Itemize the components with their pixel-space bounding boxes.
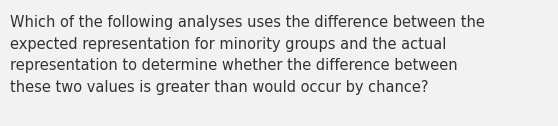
Text: Which of the following analyses uses the difference between the
expected represe: Which of the following analyses uses the…: [10, 15, 485, 95]
